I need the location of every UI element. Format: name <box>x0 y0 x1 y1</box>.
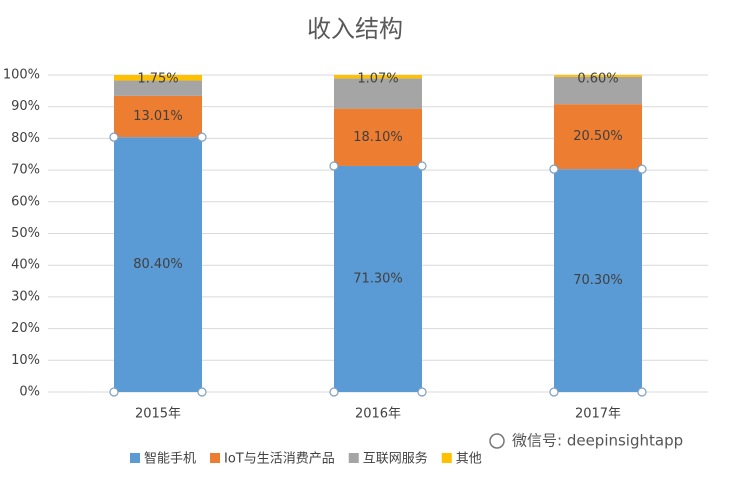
y-tick-label: 40% <box>11 258 40 273</box>
y-tick-label: 90% <box>11 99 40 114</box>
x-tick-label: 2015年 <box>135 407 181 422</box>
bar-segment <box>334 78 422 109</box>
bar-segment <box>554 169 642 392</box>
bar-segment <box>114 137 202 392</box>
watermark-icon <box>489 433 505 449</box>
watermark: 微信号: deepinsightapp <box>512 432 683 450</box>
data-label: 70.30% <box>573 273 623 288</box>
bar-segment <box>554 75 642 77</box>
y-tick-label: 60% <box>11 194 40 209</box>
legend-swatch <box>130 453 140 463</box>
bar-segment <box>334 108 422 166</box>
y-tick-label: 0% <box>19 385 40 400</box>
y-tick-label: 80% <box>11 131 40 146</box>
x-tick-label: 2017年 <box>575 407 621 422</box>
y-tick-label: 30% <box>11 289 40 304</box>
selection-handle <box>417 161 427 171</box>
y-tick-label: 70% <box>11 163 40 178</box>
bar-segment <box>114 75 202 81</box>
selection-handle <box>417 387 427 397</box>
data-label: 18.10% <box>353 130 403 145</box>
legend-label: 互联网服务 <box>363 451 428 467</box>
legend-label: 智能手机 <box>144 452 196 467</box>
data-label: 20.50% <box>573 129 623 144</box>
selection-handle <box>637 164 647 174</box>
y-tick-label: 20% <box>11 321 40 336</box>
y-tick-label: 50% <box>11 226 40 241</box>
legend-swatch <box>441 453 452 463</box>
selection-handle <box>637 387 647 397</box>
chart-title: 收入结构 <box>307 15 403 43</box>
selection-handle <box>329 161 339 171</box>
bar-segment <box>554 104 642 170</box>
selection-handle <box>109 387 119 397</box>
data-label: 0.60% <box>577 72 618 87</box>
bar-segment <box>554 76 642 105</box>
selection-handle <box>109 132 119 142</box>
legend-label: IoT与生活消费产品 <box>224 452 335 467</box>
legend-label: 其他 <box>456 452 482 467</box>
data-label: 1.75% <box>137 72 178 87</box>
data-label: 1.07% <box>357 72 398 87</box>
selection-handle <box>549 164 559 174</box>
legend-swatch <box>348 453 359 463</box>
data-label: 71.30% <box>353 271 403 286</box>
bar-segment <box>114 80 202 96</box>
data-label: 13.01% <box>133 109 183 124</box>
y-tick-label: 100% <box>3 68 40 83</box>
selection-handle <box>197 132 207 142</box>
selection-handle <box>549 387 559 397</box>
selection-handle <box>329 387 339 397</box>
x-tick-label: 2016年 <box>355 407 401 422</box>
bar-segment <box>334 75 422 79</box>
legend-swatch <box>210 453 221 463</box>
data-label: 80.40% <box>133 257 183 272</box>
bar-segment <box>114 95 202 138</box>
selection-handle <box>197 387 207 397</box>
bar-segment <box>334 165 422 392</box>
y-tick-label: 10% <box>11 353 40 368</box>
